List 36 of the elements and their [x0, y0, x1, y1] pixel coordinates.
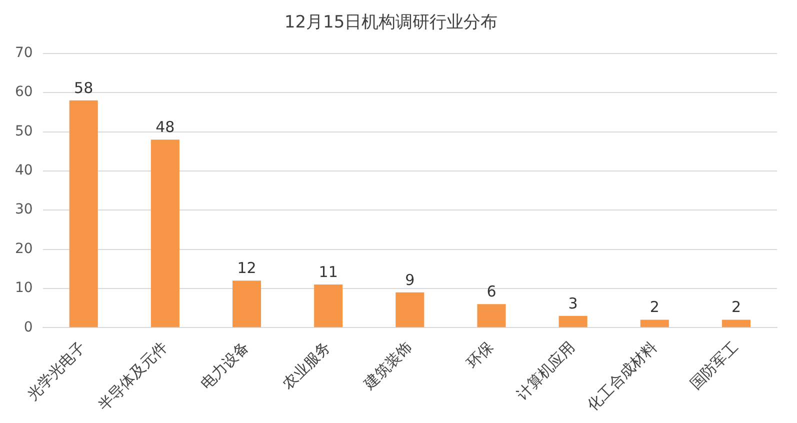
x-tick-label: 农业服务	[278, 338, 334, 393]
data-label: 6	[486, 282, 496, 301]
x-tick-label: 光学光电子	[23, 338, 90, 404]
x-tick-label: 化工合成材料	[584, 338, 660, 414]
bar	[69, 100, 98, 328]
bar	[558, 316, 588, 328]
bar	[150, 140, 180, 328]
bar	[314, 284, 343, 328]
data-label: 2	[731, 298, 741, 316]
x-tick-label: 建筑装饰	[360, 338, 416, 394]
y-tick-label: 10	[14, 280, 33, 296]
y-tick-label: 0	[24, 319, 33, 336]
bar	[640, 320, 669, 328]
data-label: 2	[650, 298, 660, 316]
chart-title: 12月15日机构调研行业分布	[284, 12, 498, 33]
data-label: 9	[405, 270, 415, 289]
y-tick-label: 50	[14, 123, 33, 140]
x-tick-label: 环保	[463, 338, 498, 372]
y-tick-label: 30	[14, 202, 33, 218]
bar	[722, 320, 750, 328]
data-label: 58	[74, 78, 94, 97]
y-tick-label: 60	[14, 84, 33, 100]
bar	[232, 280, 262, 328]
data-label: 11	[318, 262, 338, 281]
bar	[477, 304, 506, 328]
data-label: 48	[156, 118, 175, 136]
x-tick-label: 电力设备	[197, 338, 252, 393]
y-tick-label: 20	[14, 240, 33, 257]
data-label: 12	[237, 259, 256, 278]
x-tick-label: 半导体及元件	[94, 338, 171, 414]
x-tick-label: 计算机应用	[512, 338, 579, 404]
y-tick-label: 40	[14, 162, 33, 179]
bar	[396, 292, 424, 328]
y-tick-label: 70	[14, 45, 33, 62]
data-label: 3	[568, 294, 578, 312]
x-tick-label: 国防军工	[686, 338, 742, 393]
